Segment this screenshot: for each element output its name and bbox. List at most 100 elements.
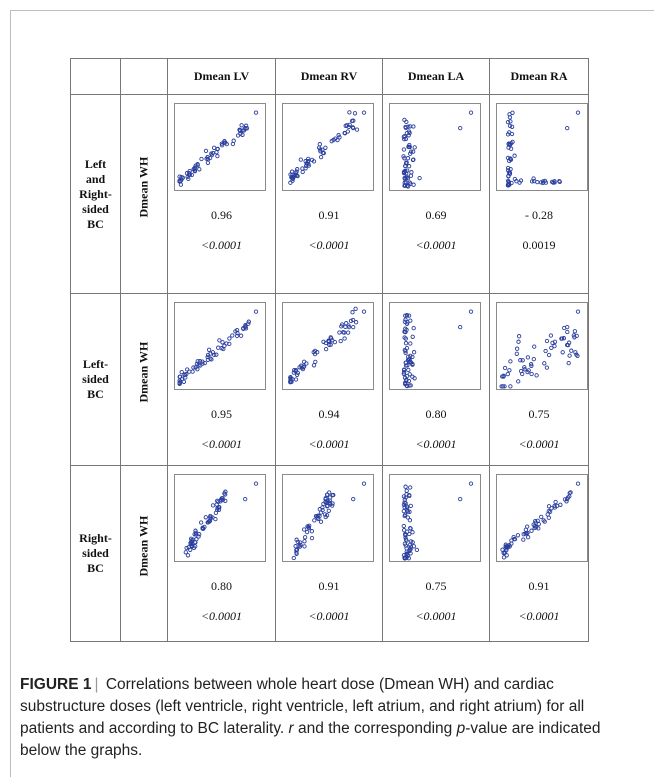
scatter-point <box>535 179 540 185</box>
scatter-point <box>543 348 548 354</box>
scatter-point <box>309 535 315 541</box>
row-metric-cell: Dmean WH <box>120 465 168 642</box>
row-metric-label: Dmean WH <box>136 515 151 577</box>
scatter-point <box>191 545 197 551</box>
scatter-point <box>223 140 228 145</box>
scatter-point <box>509 124 515 129</box>
scatter-point <box>223 498 228 504</box>
table-row: Left- sided BC Dmean WH 0.95 <0.0001 0.94 <0.… <box>70 293 589 466</box>
scatter-point <box>404 538 409 543</box>
scatter-point <box>288 377 293 382</box>
scatter-point <box>238 131 243 136</box>
scatter-point <box>568 490 573 495</box>
scatter-point <box>408 539 414 544</box>
scatter-svg <box>288 306 367 385</box>
column-header: Dmean RV <box>275 58 383 95</box>
scatter-point <box>240 128 245 133</box>
scatter-point <box>516 339 521 344</box>
scatter-point <box>304 529 310 535</box>
scatter-point <box>548 333 554 338</box>
scatter-point <box>404 552 409 557</box>
scatter-point <box>509 180 514 186</box>
scatter-point <box>573 350 578 355</box>
scatter-point <box>508 119 513 124</box>
scatter-point <box>404 130 410 136</box>
scatter-point <box>518 368 524 374</box>
scatter-point <box>293 544 298 549</box>
scatter-svg <box>505 110 581 188</box>
scatter-plot <box>282 302 374 390</box>
scatter-point <box>193 365 198 370</box>
scatter-point <box>188 536 194 541</box>
scatter-point <box>205 354 210 360</box>
scatter-point <box>294 550 299 555</box>
scatter-point <box>516 379 521 384</box>
scatter-point <box>312 348 318 354</box>
scatter-point <box>205 160 211 165</box>
scatter-point <box>193 163 198 168</box>
scatter-point <box>401 367 407 372</box>
scatter-point <box>409 170 414 175</box>
scatter-point <box>187 171 192 176</box>
scatter-point <box>406 313 412 318</box>
scatter-plot <box>389 103 481 191</box>
scatter-point <box>554 503 560 509</box>
row-metric-label: Dmean WH <box>136 156 151 217</box>
scatter-point <box>311 363 317 368</box>
scatter-point <box>522 365 527 370</box>
row-metric-cell: Dmean WH <box>120 293 168 466</box>
scatter-point <box>575 309 581 314</box>
scatter-point <box>408 341 413 346</box>
scatter-point <box>552 339 558 344</box>
row-group-label: Right- sided BC <box>70 465 121 642</box>
scatter-point <box>405 184 411 189</box>
correlation-cell: 0.75 <0.0001 <box>489 293 589 466</box>
scatter-point <box>288 180 293 185</box>
scatter-point <box>572 329 578 334</box>
scatter-point <box>518 178 524 183</box>
scatter-point <box>405 373 410 379</box>
scatter-point <box>299 363 304 368</box>
scatter-point <box>402 555 407 560</box>
scatter-point <box>297 544 303 549</box>
scatter-point <box>195 163 200 168</box>
scatter-point <box>401 169 407 175</box>
correlation-table: Dmean LV Dmean RV Dmean LA Dmean RA Left… <box>70 58 589 642</box>
r-value: 0.96 <box>211 208 232 222</box>
scatter-point <box>458 496 463 502</box>
caption-text: Correlations between whole heart dose (D… <box>20 676 585 737</box>
scatter-point <box>532 344 537 349</box>
scatter-point <box>506 141 511 146</box>
scatter-point <box>552 503 557 509</box>
scatter-point <box>544 338 550 344</box>
scatter-point <box>217 338 222 343</box>
scatter-point <box>543 180 549 185</box>
scatter-point <box>306 525 312 531</box>
scatter-point <box>199 156 204 162</box>
scatter-point <box>253 309 259 314</box>
scatter-point <box>403 163 408 169</box>
scatter-point <box>410 354 415 360</box>
scatter-point <box>294 372 300 377</box>
scatter-point <box>345 330 351 335</box>
scatter-point <box>410 361 415 367</box>
scatter-point <box>327 498 332 503</box>
scatter-point <box>303 159 308 164</box>
scatter-point <box>183 550 188 555</box>
scatter-point <box>320 507 325 513</box>
scatter-point <box>402 505 407 510</box>
r-value: 0.75 <box>425 579 447 593</box>
scatter-point <box>404 383 410 389</box>
scatter-point <box>502 384 507 389</box>
scatter-point <box>329 139 334 144</box>
scatter-point <box>353 306 358 311</box>
scatter-point <box>215 153 220 159</box>
scatter-point <box>525 355 531 360</box>
scatter-point <box>512 536 517 542</box>
scatter-point <box>401 494 407 499</box>
scatter-point <box>528 361 534 367</box>
scatter-point <box>468 481 474 486</box>
scatter-point <box>410 530 415 535</box>
scatter-point <box>188 542 193 547</box>
scatter-point <box>412 145 417 150</box>
